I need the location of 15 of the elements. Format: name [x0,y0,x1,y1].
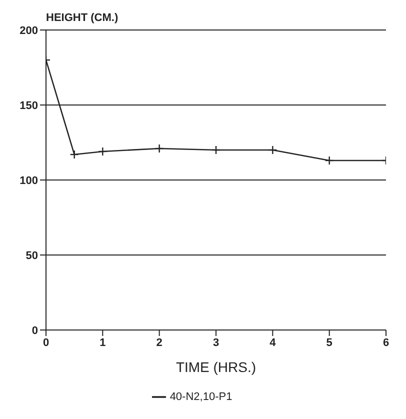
y-tick-label: 50 [26,250,38,262]
y-axis-title: HEIGHT (CM.) [46,12,118,24]
x-tick-label: 5 [326,336,332,349]
y-tick-label: 100 [20,174,38,187]
x-tick-label: 0 [42,336,50,349]
x-tick-label: 6 [382,336,390,349]
x-tick-label: 3 [212,336,220,349]
y-tick-label: 200 [20,24,38,37]
legend-label: 40-N2,10-P1 [170,390,232,403]
x-tick-label: 4 [270,336,277,349]
y-tick-label: 150 [20,100,38,112]
x-tick-label: 1 [100,336,106,349]
x-axis-title: TIME (HRS.) [176,359,256,375]
x-tick-label: 2 [156,336,162,349]
y-tick-label: 0 [32,324,38,337]
